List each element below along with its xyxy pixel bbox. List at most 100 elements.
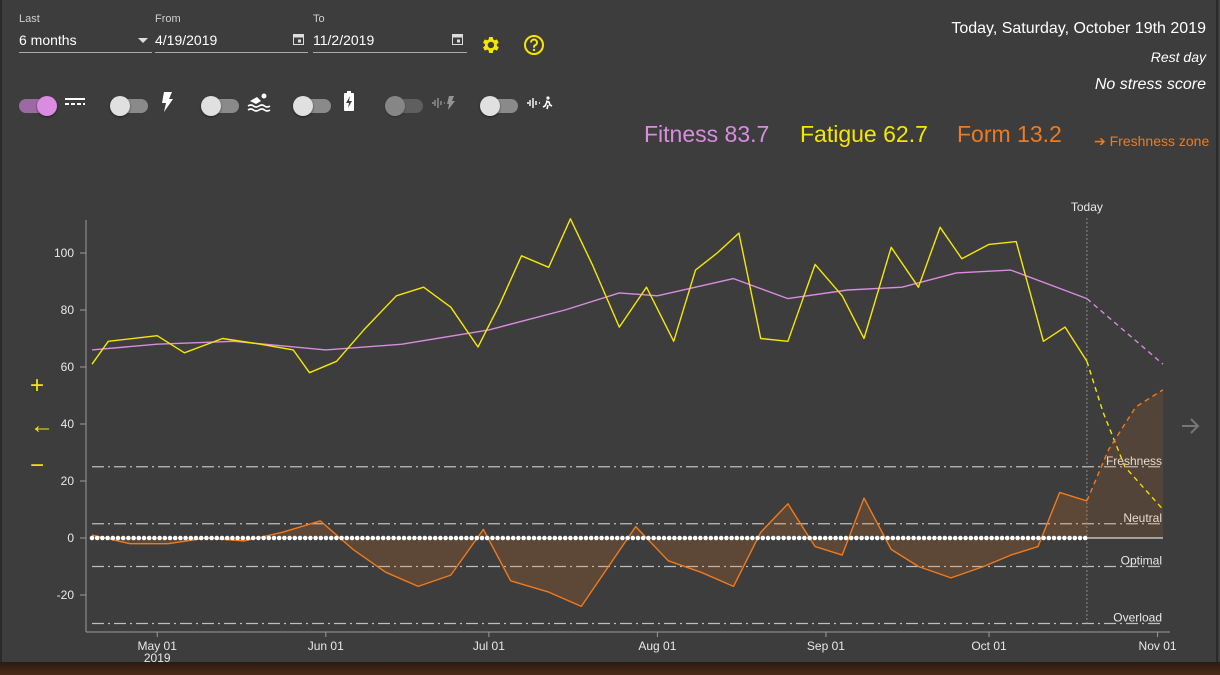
rest-day-marker [141,535,147,541]
x-tick-sublabel: 2019 [144,651,171,662]
rest-day-marker [880,535,885,541]
x-tick-label: Jun 01 [308,639,344,653]
rest-day-marker [464,535,469,541]
toggle-heart-power[interactable] [385,96,423,116]
rest-day-marker [360,535,365,541]
rest-day-marker [162,535,168,541]
rest-day-marker [261,535,266,541]
rest-day-marker [276,535,282,541]
rest-day-marker [386,535,391,541]
rest-day-marker [677,535,682,541]
rest-day-marker [334,535,339,541]
battery-icon [344,91,354,111]
rest-day-marker [1046,535,1052,541]
toggle-knob [37,96,57,116]
rest-day-marker [828,535,833,541]
toggle-battery[interactable] [293,96,331,116]
x-tick-label: Oct 01 [971,639,1007,653]
rest-day-marker [432,535,438,541]
toggle-swim[interactable] [201,96,239,116]
rest-day-marker [526,535,532,541]
x-tick-label: May 01 [138,639,178,653]
freshness-zone-link[interactable]: ➔ Freshness zone [1094,133,1210,149]
forward-arrow-icon[interactable] [1181,417,1201,435]
rest-day-marker [760,535,766,541]
rest-day-marker [765,535,771,541]
rest-day-marker [453,535,459,541]
rest-day-marker [495,535,500,541]
rest-day-marker [672,535,677,541]
rest-day-marker [744,535,750,541]
settings-gear-icon[interactable] [479,34,501,56]
help-icon[interactable] [523,34,545,56]
rest-day-marker [406,535,412,541]
rest-day-marker [230,535,235,541]
form-area [92,492,1087,607]
y-tick-label: 40 [61,417,75,431]
rest-day-marker [864,535,870,541]
rest-day-marker [105,535,110,541]
from-date-field[interactable]: From 4/19/2019 [155,13,308,53]
rest-day-marker [240,535,246,541]
rest-day-marker [448,535,454,541]
rest-day-marker [604,535,610,541]
rest-day-marker [552,535,558,541]
rest-day-marker [682,535,688,541]
rest-day-marker [287,535,292,541]
rest-day-marker [505,535,511,541]
rest-day-marker [796,535,802,541]
rest-day-marker [911,535,916,541]
rest-day-marker [874,535,880,541]
y-tick-label: 80 [61,303,75,317]
back-arrow-button[interactable]: ← [30,412,54,439]
rest-day-marker [698,535,703,541]
rest-day-marker [323,535,329,541]
toggle-power[interactable] [110,96,148,116]
toggle-knob [110,96,130,116]
rest-day-marker [178,535,183,541]
toggle-average[interactable] [19,96,57,116]
form-forecast-line [1086,389,1164,502]
rest-day-marker [781,535,786,541]
rest-day-marker [188,535,194,541]
rest-day-marker [490,535,495,541]
zoom-out-button[interactable]: − [30,452,45,479]
rest-day-marker [859,535,864,541]
rest-day-marker [245,535,251,541]
rest-day-marker [588,535,594,541]
to-date-field[interactable]: To 11/2/2019 [313,13,467,53]
rest-day-marker [609,535,615,541]
calendar-icon[interactable] [293,33,304,45]
to-label: To [313,13,325,25]
from-value: 4/19/2019 [155,32,218,48]
average-lines-icon [65,98,85,105]
rest-day-marker [557,535,563,541]
desktop-strip [0,662,1220,675]
toggle-heart-run[interactable] [480,96,518,116]
fitness-forecast-line [1086,298,1164,365]
rest-day-marker [412,535,417,541]
rest-day-marker [703,535,708,541]
rest-day-marker [1041,535,1046,541]
rest-day-marker [614,535,620,541]
rest-day-marker [838,535,844,541]
rest-day-marker [1072,535,1078,541]
zoom-in-button[interactable]: + [30,372,45,399]
rest-day-marker [100,535,105,541]
rest-day-marker [573,535,578,541]
rest-day-marker [562,535,568,541]
rest-day-marker [833,535,838,541]
rest-day-marker [599,535,604,541]
rest-day-marker [656,535,662,541]
rest-day-marker [401,535,407,541]
x-tick-label: Jul 01 [473,639,505,653]
rest-day-marker [458,535,464,541]
rest-day-marker [344,535,350,541]
rest-day-marker [822,535,828,541]
calendar-icon[interactable] [452,33,463,45]
rest-day-marker [968,535,974,541]
rest-day-marker [110,535,116,541]
last-period-select[interactable]: Last 6 months [19,13,152,53]
rest-day-marker [666,535,672,541]
rest-day-marker [328,535,334,541]
